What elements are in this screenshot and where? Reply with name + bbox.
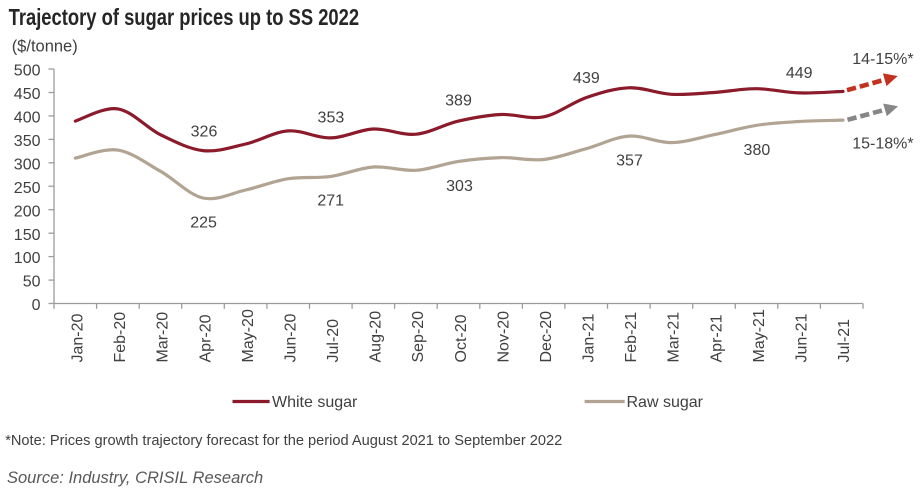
svg-text:May-21: May-21 — [751, 309, 768, 362]
svg-text:May-20: May-20 — [240, 309, 257, 362]
svg-text:300: 300 — [14, 156, 41, 173]
svg-text:Jan-21: Jan-21 — [581, 313, 598, 362]
svg-text:271: 271 — [317, 193, 344, 210]
svg-text:357: 357 — [616, 152, 643, 169]
svg-text:Aug-20: Aug-20 — [368, 311, 385, 363]
svg-text:Mar-21: Mar-21 — [666, 312, 683, 363]
svg-text:Apr-20: Apr-20 — [197, 314, 214, 362]
svg-text:225: 225 — [190, 215, 217, 232]
svg-text:Mar-20: Mar-20 — [155, 312, 172, 363]
svg-text:Apr-21: Apr-21 — [708, 314, 725, 362]
svg-text:Feb-21: Feb-21 — [623, 312, 640, 363]
svg-text:Jul-20: Jul-20 — [325, 319, 342, 363]
svg-text:353: 353 — [318, 109, 345, 126]
svg-text:150: 150 — [14, 227, 41, 244]
svg-text:Oct-20: Oct-20 — [453, 314, 470, 362]
svg-text:Jun-21: Jun-21 — [793, 313, 810, 362]
svg-text:Dec-20: Dec-20 — [538, 311, 555, 363]
svg-text:326: 326 — [191, 123, 218, 140]
svg-text:389: 389 — [445, 93, 472, 110]
svg-text:250: 250 — [14, 180, 41, 197]
svg-text:*Note: Prices growth trajector: *Note: Prices growth trajectory forecast… — [5, 433, 562, 449]
svg-text:Jul-21: Jul-21 — [836, 319, 853, 363]
svg-text:Jun-20: Jun-20 — [283, 313, 300, 362]
svg-text:White sugar: White sugar — [272, 394, 358, 411]
svg-text:($/tonne): ($/tonne) — [12, 37, 78, 55]
svg-text:500: 500 — [14, 63, 41, 80]
svg-text:50: 50 — [23, 274, 41, 291]
svg-text:Nov-20: Nov-20 — [495, 311, 512, 363]
svg-text:Raw sugar: Raw sugar — [627, 394, 704, 411]
svg-text:100: 100 — [14, 250, 41, 267]
svg-text:200: 200 — [14, 203, 41, 220]
svg-text:0: 0 — [32, 297, 41, 314]
svg-text:450: 450 — [14, 86, 41, 103]
svg-text:Sep-20: Sep-20 — [410, 311, 427, 363]
svg-text:303: 303 — [446, 178, 473, 195]
svg-text:15-18%*: 15-18%* — [852, 135, 913, 152]
svg-text:449: 449 — [786, 65, 813, 82]
svg-text:400: 400 — [14, 110, 41, 127]
svg-text:14-15%*: 14-15%* — [852, 51, 913, 68]
svg-text:Feb-20: Feb-20 — [112, 312, 129, 363]
svg-text:439: 439 — [573, 70, 600, 87]
svg-text:Jan-20: Jan-20 — [70, 313, 87, 362]
svg-text:Trajectory of sugar prices up: Trajectory of sugar prices up to SS 2022 — [9, 5, 360, 30]
svg-text:Source: Industry, CRISIL Resea: Source: Industry, CRISIL Research — [7, 469, 263, 487]
svg-text:350: 350 — [14, 133, 41, 150]
svg-text:380: 380 — [744, 142, 771, 159]
